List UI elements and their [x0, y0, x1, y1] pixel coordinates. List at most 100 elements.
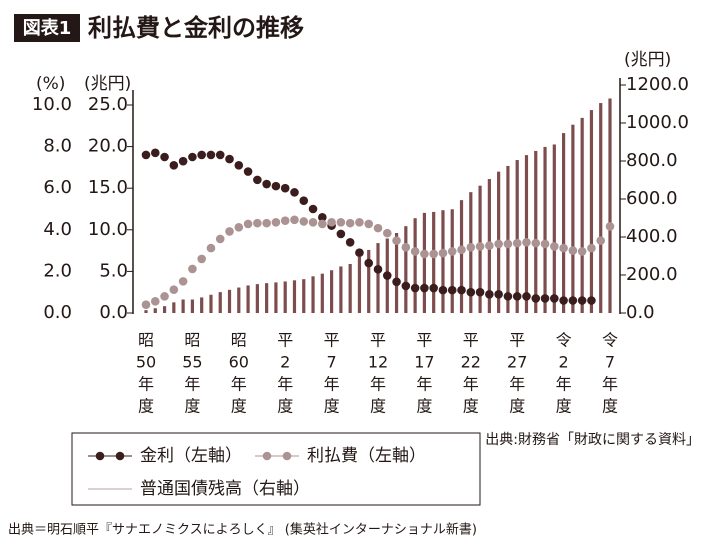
- x-tick-label: 2: [559, 353, 569, 372]
- dot: [401, 242, 411, 252]
- bar: [580, 117, 584, 314]
- dot: [587, 243, 596, 253]
- x-tick-label: 2: [280, 353, 290, 372]
- bar: [181, 299, 185, 313]
- dot: [568, 296, 578, 305]
- x-tick-label: 年: [277, 375, 293, 394]
- dot: [280, 183, 290, 193]
- dot: [178, 156, 188, 166]
- source: 出典:財務省「財政に関する資料」: [485, 432, 700, 448]
- dot: [290, 188, 299, 197]
- x-tick-label: 昭: [231, 331, 247, 350]
- dot: [308, 204, 318, 214]
- bar: [200, 297, 204, 313]
- bar: [302, 279, 306, 313]
- y2ticks-label: 200.0: [626, 264, 678, 285]
- bar: [432, 211, 436, 313]
- bar: [209, 294, 213, 313]
- bar: [469, 192, 473, 313]
- bar: [172, 302, 176, 313]
- credit: 出典＝明石順平『サナエノミクスによろしく』 (集英社インターナショナル新書): [8, 522, 477, 538]
- dot: [160, 292, 169, 301]
- x-tick-label: 度: [602, 397, 618, 416]
- y2ticks-label: 600.0: [626, 188, 678, 209]
- legend-dot: [95, 451, 105, 461]
- dot: [494, 289, 503, 299]
- bar: [441, 210, 445, 313]
- x-tick-label: 度: [324, 397, 340, 416]
- dot: [429, 249, 438, 259]
- yticks-label: 10.0: [32, 94, 72, 115]
- dot: [559, 243, 568, 253]
- y2-unit: (兆円): [624, 50, 671, 70]
- dot: [262, 218, 271, 228]
- legend-dot: [282, 451, 292, 461]
- dot: [345, 237, 355, 247]
- x-tick-label: 度: [231, 397, 247, 416]
- tag-box: [14, 14, 80, 42]
- dot: [392, 236, 401, 245]
- x-tick-label: 年: [463, 375, 479, 394]
- dot: [253, 175, 262, 185]
- dot: [271, 181, 281, 191]
- dot: [485, 241, 494, 250]
- legend-box: [71, 432, 481, 506]
- bar: [339, 266, 343, 313]
- x-tick-label: 平: [416, 331, 432, 350]
- x-tick-label: 年: [602, 375, 618, 394]
- x-tick-label: 度: [556, 397, 572, 416]
- dot: [392, 277, 401, 287]
- bar: [589, 110, 594, 313]
- dot: [457, 245, 466, 255]
- dot: [540, 294, 550, 303]
- dot: [215, 234, 225, 244]
- bar: [552, 144, 556, 313]
- dot: [531, 294, 541, 303]
- bar: [153, 308, 157, 313]
- legend-dot: [115, 451, 125, 461]
- x-tick-label: 令: [556, 331, 572, 350]
- x-tick-label: 平: [324, 331, 340, 350]
- dot: [429, 283, 438, 293]
- dot: [299, 217, 309, 226]
- dot: [188, 264, 197, 274]
- bar: [311, 276, 315, 313]
- dot: [243, 219, 253, 229]
- legend-label: 金利（左軸）: [140, 446, 242, 466]
- dot: [178, 277, 188, 286]
- dot: [150, 297, 160, 306]
- dot: [550, 294, 559, 303]
- dot: [475, 242, 485, 251]
- legend-label: 利払費（左軸）: [307, 446, 426, 466]
- x-tick-label: 22: [461, 353, 481, 372]
- dot: [243, 167, 253, 176]
- dot: [197, 254, 206, 264]
- bar: [227, 289, 232, 313]
- dot: [373, 265, 383, 274]
- dot: [512, 238, 522, 248]
- bar: [330, 270, 334, 313]
- x-tick-label: 度: [463, 397, 479, 416]
- dot: [475, 287, 485, 297]
- dot: [531, 238, 541, 248]
- dot: [587, 296, 596, 305]
- dot: [522, 237, 531, 247]
- y3ticks-label: 10.0: [88, 219, 128, 240]
- bar: [190, 299, 194, 313]
- yticks-label: 0.0: [43, 302, 72, 323]
- dot: [345, 218, 355, 228]
- bar: [348, 263, 352, 313]
- x-tick-label: 17: [414, 353, 434, 372]
- bar: [450, 209, 454, 313]
- bar: [562, 133, 566, 313]
- x-tick-label: 度: [277, 397, 293, 416]
- y2ticks-label: 1000.0: [626, 112, 689, 133]
- yticks-label: 6.0: [43, 177, 72, 198]
- legend-label: 普通国債残高（右軸）: [140, 479, 310, 499]
- dot: [327, 218, 336, 227]
- bar: [599, 103, 603, 313]
- dot: [160, 152, 169, 162]
- x-tick-label: 12: [368, 353, 388, 372]
- x-tick-label: 年: [509, 375, 525, 394]
